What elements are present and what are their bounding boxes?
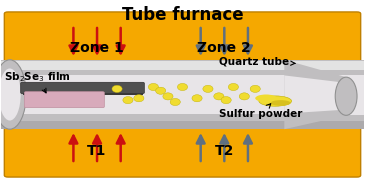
Bar (1, 121, 364, 129)
Ellipse shape (163, 93, 173, 100)
Polygon shape (284, 75, 346, 114)
FancyBboxPatch shape (24, 92, 104, 108)
Text: T1: T1 (87, 144, 107, 158)
Bar (23, 93, 142, 95)
Ellipse shape (250, 85, 260, 92)
Ellipse shape (221, 97, 231, 104)
Ellipse shape (170, 98, 180, 106)
Ellipse shape (214, 93, 224, 100)
Bar (1, 60, 364, 129)
Ellipse shape (255, 94, 277, 102)
Ellipse shape (148, 83, 158, 91)
Ellipse shape (239, 93, 249, 100)
Ellipse shape (259, 96, 292, 106)
Ellipse shape (123, 97, 133, 104)
FancyBboxPatch shape (4, 12, 361, 72)
Ellipse shape (192, 95, 202, 102)
Ellipse shape (228, 83, 238, 91)
Ellipse shape (335, 77, 357, 115)
Ellipse shape (112, 85, 122, 92)
FancyBboxPatch shape (4, 117, 361, 177)
Text: Sb$_2$Se$_3$ film: Sb$_2$Se$_3$ film (4, 70, 71, 93)
Ellipse shape (203, 85, 213, 92)
Bar (1, 75, 364, 114)
Bar (310, 77, 364, 115)
Bar (1, 61, 364, 70)
FancyBboxPatch shape (21, 82, 144, 94)
Ellipse shape (271, 100, 291, 106)
Text: Zone 1: Zone 1 (70, 41, 124, 55)
Ellipse shape (155, 87, 166, 94)
Text: Tube furnace: Tube furnace (122, 6, 243, 24)
Ellipse shape (134, 95, 144, 102)
Ellipse shape (0, 60, 26, 129)
Text: Zone 2: Zone 2 (197, 41, 251, 55)
Ellipse shape (177, 83, 188, 91)
Ellipse shape (0, 68, 21, 121)
Polygon shape (284, 60, 346, 129)
Text: Quartz tube: Quartz tube (219, 57, 295, 67)
Text: T2: T2 (215, 144, 234, 158)
Text: Sulfur powder: Sulfur powder (219, 104, 302, 119)
